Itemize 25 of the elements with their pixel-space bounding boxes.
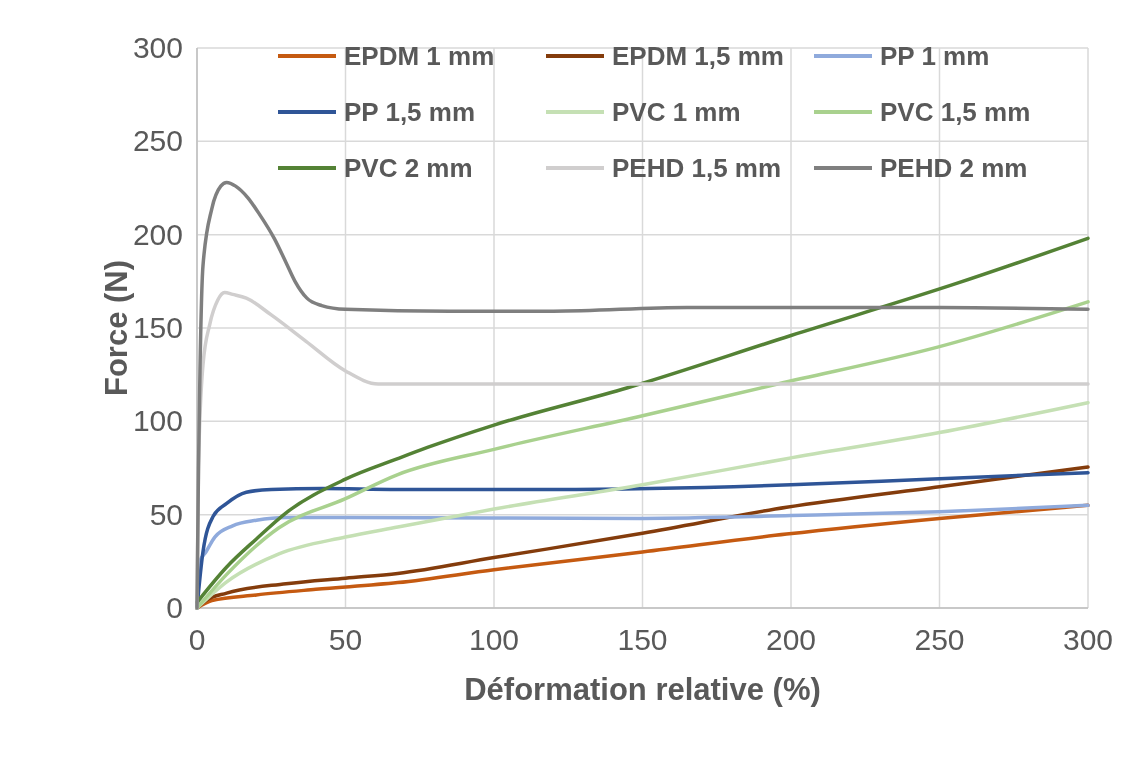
x-tick-label: 150 <box>617 623 668 656</box>
y-tick-label: 200 <box>132 217 183 251</box>
y-tick-label: 100 <box>132 404 183 438</box>
x-tick-label: 200 <box>765 623 817 656</box>
y-tick-label: 300 <box>132 31 183 64</box>
x-tick-label: 50 <box>328 623 363 656</box>
y-tick-label: 0 <box>166 591 183 624</box>
y-axis-title: Force (N) <box>99 259 134 397</box>
legend-label: PP 1,5 mm <box>344 97 476 127</box>
legend-label: PVC 1,5 mm <box>880 97 1031 127</box>
x-axis-title: Déformation relative (%) <box>464 672 821 707</box>
y-tick-label: 250 <box>132 124 183 158</box>
legend-label: PVC 2 mm <box>344 153 473 183</box>
legend-label: PEHD 2 mm <box>880 153 1028 183</box>
y-tick-label: 150 <box>132 311 183 344</box>
x-tick-label: 300 <box>1062 623 1114 656</box>
y-tick-label: 50 <box>149 497 183 531</box>
x-tick-label: 100 <box>468 623 520 656</box>
legend-label: PVC 1 mm <box>612 97 741 127</box>
x-tick-label: 0 <box>188 623 206 656</box>
legend-label: EPDM 1 mm <box>344 41 495 71</box>
x-tick-label: 250 <box>914 623 965 656</box>
legend-label: PP 1 mm <box>880 41 990 71</box>
legend-label: EPDM 1,5 mm <box>612 41 784 71</box>
legend-label: PEHD 1,5 mm <box>612 153 782 183</box>
